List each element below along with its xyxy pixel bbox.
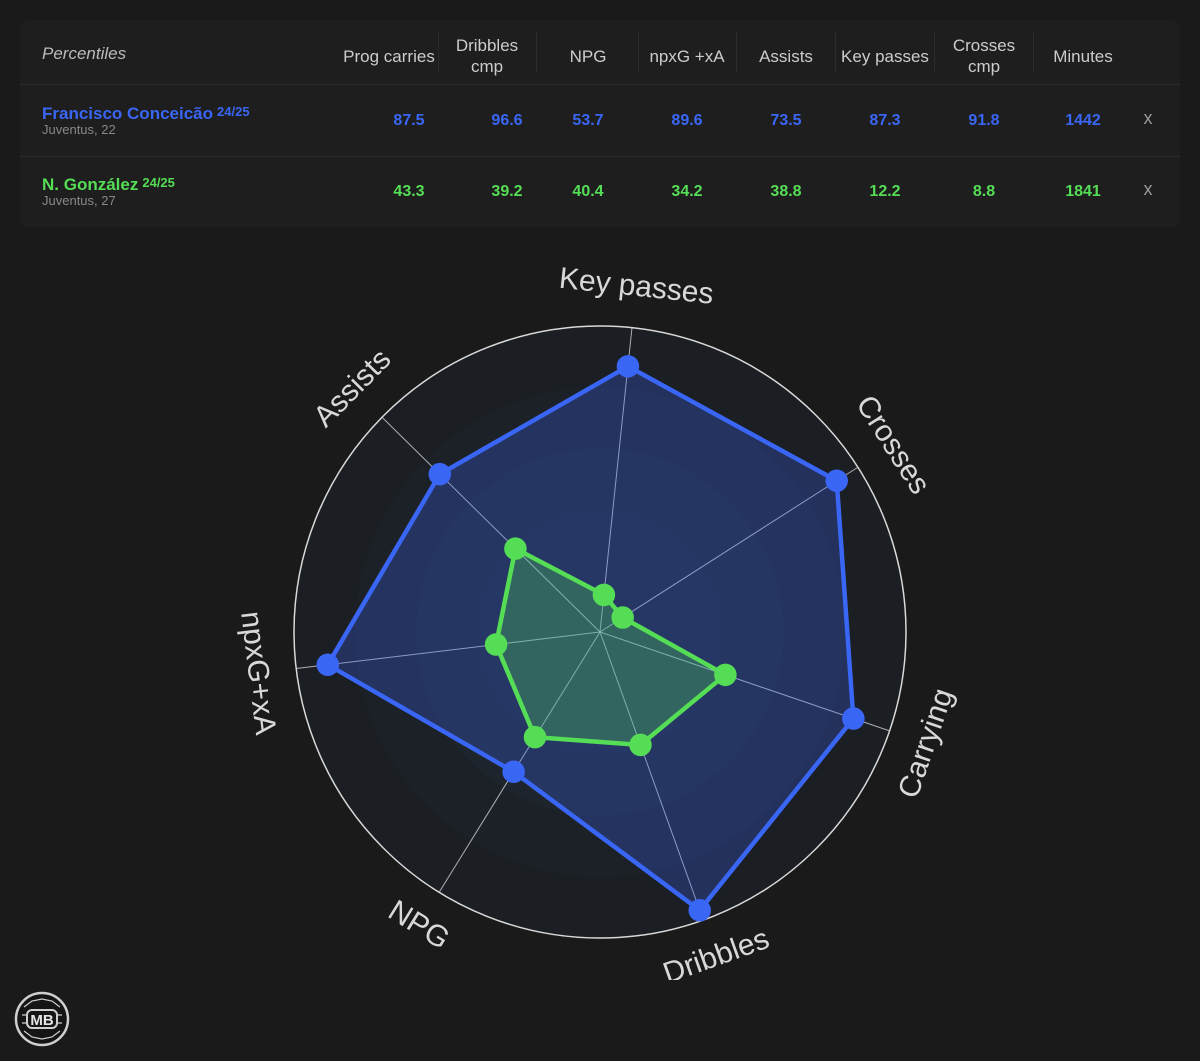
data-point [842,707,865,730]
col-header-key-passes[interactable]: Key passes [841,46,929,66]
data-point [484,633,508,656]
col-header-minutes[interactable]: Minutes [1053,46,1113,66]
radar-spoke [381,416,601,633]
value-minutes: 1442 [1065,112,1101,129]
col-separator [536,32,537,72]
radar-spoke [599,466,859,633]
value-npg: 53.7 [572,112,604,129]
player-name-text: Francisco Conceicão [42,104,214,123]
data-point [523,725,547,749]
value-npxg-xa: 89.6 [671,112,703,129]
radar-chart: Key passesCrossesCarryingDribblesNPGnpxG… [234,262,960,980]
player-season: 24/25 [217,104,250,119]
axis-label: Carrying [892,684,960,802]
value-crosses-cmp: 91.8 [968,112,1000,129]
mb-logo: MB [14,991,70,1047]
data-point [825,469,848,493]
col-separator [934,32,935,72]
col-header-npg[interactable]: NPG [569,46,607,66]
col-header-crosses-cmp[interactable]: Crosses cmp [952,36,1016,76]
data-point [688,899,711,922]
player-name[interactable]: Francisco Conceicão 24/25 [42,104,250,124]
data-point [611,606,634,629]
value-assists: 38.8 [770,183,802,200]
player-name[interactable]: N. González 24/25 [42,175,175,195]
header-title: Percentiles [42,44,127,63]
col-header-dribbles-cmp[interactable]: Dribbles cmp [455,36,519,76]
value-npxg-xa: 34.2 [671,183,703,200]
logo-text: MB [30,1012,53,1029]
axis-label: npxG+xA [234,609,282,736]
value-assists: 73.5 [770,112,802,129]
data-point [592,583,616,607]
col-separator [438,32,439,72]
data-point [714,663,737,687]
col-header-prog-carries[interactable]: Prog carries [343,46,435,66]
remove-player-button[interactable]: x [1143,108,1153,128]
table-header: Percentiles Prog carries Dribbles cmp NP… [20,20,1180,85]
table-row: N. González 24/25 Juventus, 27 43.3 39.2 … [20,157,1180,227]
col-header-assists[interactable]: Assists [759,46,813,66]
value-npg: 40.4 [572,183,604,200]
col-separator [638,32,639,72]
value-key-passes: 12.2 [869,183,901,200]
value-crosses-cmp: 8.8 [972,183,996,200]
data-point [428,462,452,486]
col-separator [736,32,737,72]
radar-spoke [599,631,890,732]
radar-spoke [296,631,601,670]
col-header-npxg-xa[interactable]: npxG +xA [649,46,725,66]
series-area [493,546,728,748]
data-point [316,653,340,676]
percentiles-table: Percentiles Prog carries Dribbles cmp NP… [20,20,1180,227]
remove-player-button[interactable]: x [1143,179,1153,199]
value-key-passes: 87.3 [869,112,901,129]
player-club-age: Juventus, 22 [42,122,116,137]
table-row: Francisco Conceicão 24/25 Juventus, 22 87… [20,86,1180,157]
data-point [504,537,527,560]
axis-label: Dribbles [659,922,774,980]
axis-label: Key passes [557,262,715,311]
col-separator [1033,32,1034,72]
radar-spoke [599,327,633,633]
player-season: 24/25 [142,175,175,190]
data-point [616,355,640,378]
player-club-age: Juventus, 27 [42,193,116,208]
value-prog-carries: 87.5 [393,112,425,129]
value-dribbles-cmp: 96.6 [491,112,523,129]
data-point [502,760,525,784]
col-separator [835,32,836,72]
value-dribbles-cmp: 39.2 [491,183,523,200]
data-point [629,733,652,757]
value-minutes: 1841 [1065,183,1101,200]
radar-spoke [599,631,704,921]
radar-spoke [438,631,601,893]
axis-label: NPG [383,894,456,956]
player-name-text: N. González [42,175,139,194]
series-area [325,364,856,913]
value-prog-carries: 43.3 [393,183,425,200]
